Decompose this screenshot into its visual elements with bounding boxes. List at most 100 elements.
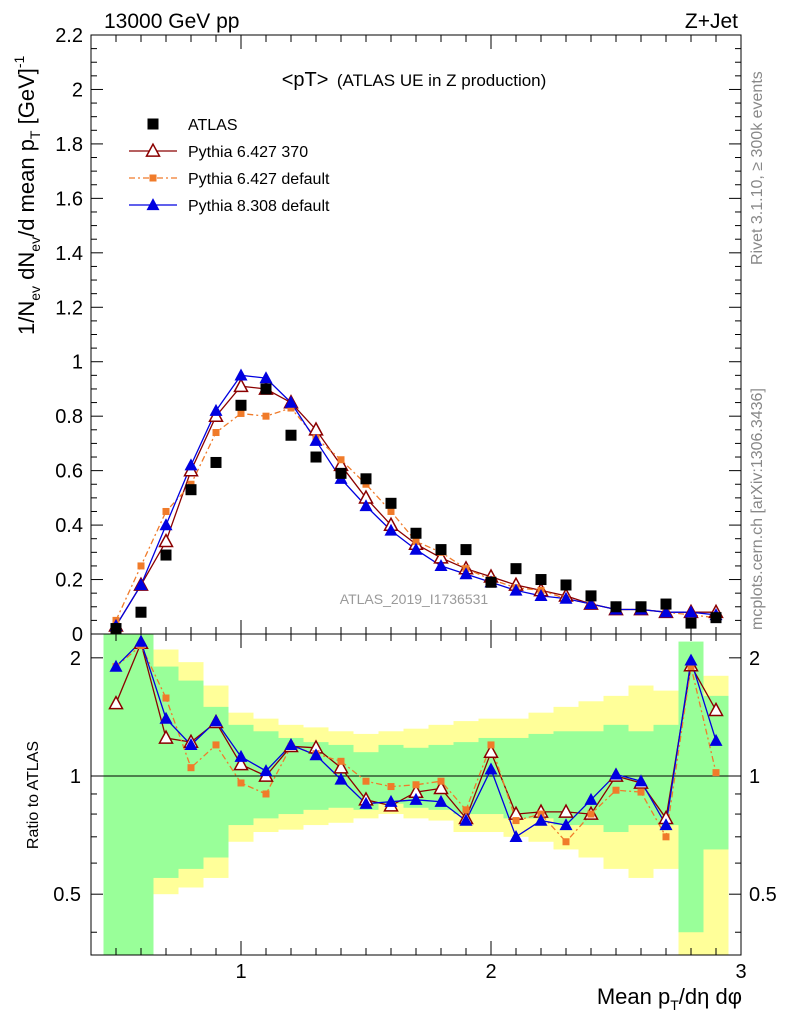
ratio-point-triangle — [259, 764, 273, 777]
atlas-data-point — [160, 549, 172, 561]
side-text-mcplots: mcplots.cern.ch [arXiv:1306.3436] — [749, 388, 766, 630]
ratio-point-square — [337, 757, 345, 765]
upper-point-triangle — [159, 518, 173, 531]
ratio-point-triangle — [209, 714, 223, 727]
atlas-data-point — [535, 574, 547, 586]
y-tick-label: 1.8 — [55, 134, 83, 156]
upper-series-line — [115, 407, 717, 621]
atlas-data-point — [135, 606, 147, 618]
y-tick-label: 1.4 — [55, 243, 83, 265]
ratio-point-triangle — [134, 634, 148, 647]
y-tick-label: 0.2 — [55, 570, 83, 592]
ratio-point-square — [662, 833, 670, 841]
upper-point-square — [262, 412, 270, 420]
upper-point-triangle — [584, 597, 598, 610]
ratio-point-square — [362, 777, 370, 785]
legend-marker — [147, 118, 159, 130]
ratio-y-tick-label-right: 2 — [749, 648, 760, 670]
atlas-data-point — [335, 467, 347, 479]
upper-point-open-triangle — [233, 377, 249, 393]
y-tick-label: 0.8 — [55, 406, 83, 428]
ratio-point-square — [387, 783, 395, 791]
upper-point-triangle — [534, 589, 548, 602]
ratio-point-square — [462, 806, 470, 814]
x-tick-label: 3 — [735, 961, 746, 983]
upper-point-triangle — [309, 433, 323, 446]
atlas-data-point — [685, 617, 697, 629]
atlas-data-point — [585, 590, 597, 602]
atlas-data-point — [110, 623, 122, 635]
upper-point-triangle — [359, 499, 373, 512]
ratio-point-square — [237, 779, 245, 787]
ratio-point-open-triangle — [433, 779, 449, 795]
ratio-point-triangle — [534, 813, 548, 826]
x-tick-label: 1 — [235, 961, 246, 983]
plot-title: <pT> (ATLAS UE in Z production) — [282, 69, 547, 91]
ratio-point-square — [687, 663, 695, 671]
ratio-point-triangle — [109, 659, 123, 672]
ratio-point-triangle — [359, 796, 373, 809]
upper-point-square — [412, 537, 420, 545]
upper-point-square — [387, 507, 395, 515]
ratio-band-green — [228, 724, 254, 826]
upper-point-open-triangle — [158, 533, 174, 548]
x-axis-label: Mean pT/dη dφ — [597, 984, 742, 1013]
ratio-point-square — [587, 810, 595, 818]
ratio-point-open-triangle — [108, 695, 124, 710]
legend-marker — [149, 174, 157, 182]
legend-marker — [146, 198, 160, 211]
atlas-data-point — [235, 399, 247, 411]
upper-point-triangle — [209, 403, 223, 416]
atlas-data-point — [210, 456, 222, 468]
ratio-y-tick-label: 2 — [70, 648, 81, 670]
legend-label: Pythia 6.427 370 — [188, 144, 308, 161]
ratio-point-square — [637, 788, 645, 796]
ratio-band-green — [378, 744, 404, 804]
upper-point-triangle — [184, 458, 198, 471]
legend: ATLAS Pythia 6.427 370 Pythia 6.427 defaul… — [129, 117, 330, 215]
ratio-point-square — [562, 838, 570, 846]
ratio-point-triangle — [409, 792, 423, 805]
ratio-point-square — [612, 786, 620, 794]
ratio-band-green — [103, 634, 129, 955]
ratio-point-triangle — [184, 738, 198, 751]
ratio-point-triangle — [234, 749, 248, 762]
ratio-point-open-triangle — [158, 729, 174, 744]
legend-marker — [145, 142, 161, 157]
plot-title-sub: (ATLAS UE in Z production) — [337, 71, 546, 90]
atlas-data-point — [185, 484, 197, 496]
atlas-data-point — [260, 383, 272, 395]
header-right: Z+Jet — [685, 10, 738, 33]
upper-point-triangle — [559, 591, 573, 604]
axis-ticks: 0 0.2 0.4 0.6 0.8 1 1.2 1.4 1.6 1.8 2 2.2 1 2 3 0.5 0.5 1… — [53, 25, 777, 983]
ratio-point-triangle — [509, 829, 523, 842]
x-tick-label: 2 — [485, 961, 496, 983]
ratio-point-open-triangle — [708, 701, 724, 717]
ratio-point-square — [437, 777, 445, 785]
atlas-data-point — [310, 451, 322, 463]
y-tick-label: 0.4 — [55, 515, 83, 537]
ratio-point-open-triangle — [558, 803, 574, 818]
ratio-point-triangle — [609, 767, 623, 780]
legend-label: Pythia 8.308 default — [188, 198, 330, 215]
atlas-data-point — [360, 473, 372, 485]
upper-point-triangle — [659, 605, 673, 618]
atlas-data-point — [710, 612, 722, 624]
header-left: 13000 GeV pp — [104, 10, 239, 33]
atlas-data-point — [410, 527, 422, 539]
atlas-data-point — [560, 579, 572, 591]
atlas-data-point — [285, 429, 297, 441]
legend-label: ATLAS — [188, 117, 238, 134]
ratio-point-triangle — [284, 738, 298, 751]
ratio-band-green — [653, 724, 679, 826]
legend-label: Pythia 6.427 default — [188, 171, 330, 188]
ratio-point-square — [512, 817, 520, 825]
upper-point-triangle — [684, 605, 698, 618]
ratio-point-square — [712, 769, 720, 777]
ratio-point-triangle — [559, 818, 573, 831]
upper-point-triangle — [459, 567, 473, 580]
upper-point-triangle — [434, 559, 448, 572]
ratio-point-triangle — [634, 774, 648, 787]
upper-point-square — [237, 409, 245, 417]
ratio-point-triangle — [434, 794, 448, 807]
